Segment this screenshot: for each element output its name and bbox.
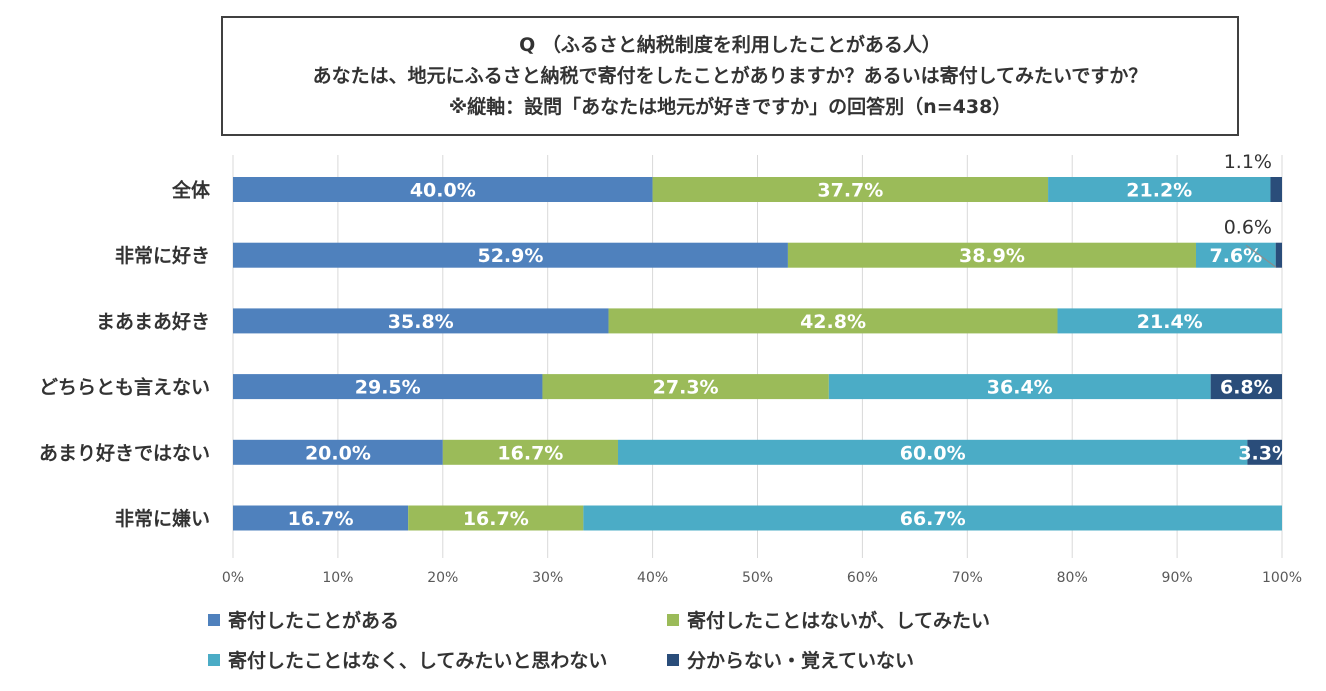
bar-segment <box>787 242 1196 268</box>
data-label: 1.1% <box>1224 151 1272 173</box>
x-tick-label: 100% <box>1262 570 1302 586</box>
data-label: 66.7% <box>900 508 966 530</box>
data-label: 42.8% <box>800 311 866 333</box>
legend-swatch-want-to <box>667 613 679 626</box>
category-label: あまり好きではない <box>39 441 210 464</box>
category-label: どちらとも言えない <box>39 376 210 399</box>
legend-label-donated: 寄付したことがある <box>228 610 400 632</box>
bar-segment <box>828 374 1211 400</box>
data-label: 20.0% <box>305 442 371 464</box>
legend-item-unknown: 分からない・覚えていない <box>667 646 914 673</box>
data-label: 0.6% <box>1224 217 1272 239</box>
x-tick-label: 20% <box>427 570 458 586</box>
chart-title-line-2: あなたは、地元にふるさと納税で寄付をしたことがありますか？あるいは寄付してみたい… <box>312 65 1148 87</box>
x-tick-label: 80% <box>1057 570 1088 586</box>
bar-segment <box>233 505 409 531</box>
chart-title-line-3: ※縦軸：設問「あなたは地元が好きですか」の回答別（n=438） <box>448 96 1012 118</box>
legend-item-donated: 寄付したことがある <box>208 606 399 633</box>
data-label: 16.7% <box>497 442 563 464</box>
legend-swatch-not-want <box>208 653 220 666</box>
legend-swatch-unknown <box>667 653 679 666</box>
data-label: 40.0% <box>410 180 476 202</box>
bar-segment <box>233 242 788 268</box>
data-label: 60.0% <box>900 442 966 464</box>
leader-line <box>1245 244 1277 268</box>
x-tick-label: 40% <box>637 570 668 586</box>
legend-swatch-donated <box>208 613 220 626</box>
bar-segment <box>608 308 1058 334</box>
bar-segment <box>408 505 584 531</box>
chart-title-line-1: Q （ふるさと納税制度を利用したことがある人） <box>519 34 941 56</box>
bar-segment <box>583 505 1282 531</box>
bar-segment <box>617 439 1248 465</box>
legend-label-not-want: 寄付したことはなく、してみたいと思わない <box>228 650 608 672</box>
legend-label-want-to: 寄付したことはないが、してみたい <box>687 610 991 632</box>
bar-segment <box>1195 242 1276 268</box>
legend-label-unknown: 分からない・覚えていない <box>687 650 915 672</box>
stacked-bar-chart: 0% 10% 20% 30% 40% 50% 60% 70% 80% 90% 100% 全体 40.0%… <box>39 151 1302 586</box>
bar-segment <box>1057 308 1282 334</box>
category-label: 非常に嫌い <box>115 507 210 530</box>
bar-segment <box>233 177 653 202</box>
bar-segment <box>233 308 609 334</box>
x-tick-label: 50% <box>742 570 773 586</box>
data-label: 7.6% <box>1209 245 1262 267</box>
x-tick-label: 60% <box>847 570 878 586</box>
data-label: 21.4% <box>1137 311 1203 333</box>
x-tick-label: 10% <box>322 570 353 586</box>
bar-segment <box>652 177 1049 202</box>
data-label: 52.9% <box>477 245 543 267</box>
data-label: 27.3% <box>653 377 719 399</box>
category-label: まあまあ好き <box>96 310 210 333</box>
data-label: 3.3% <box>1238 442 1291 464</box>
data-label: 16.7% <box>288 508 354 530</box>
x-tick-label: 0% <box>222 570 244 586</box>
bar-segment <box>233 439 443 465</box>
bar-segment <box>1247 439 1282 465</box>
bar-segment <box>1048 177 1271 202</box>
x-tick-label: 90% <box>1162 570 1193 586</box>
data-label: 37.7% <box>817 180 883 202</box>
data-label: 35.8% <box>388 311 454 333</box>
x-tick-label: 30% <box>532 570 563 586</box>
x-tick-label: 70% <box>952 570 983 586</box>
bar-segment <box>1270 177 1282 202</box>
legend-item-want-to: 寄付したことはないが、してみたい <box>667 606 990 633</box>
data-label: 36.4% <box>987 377 1053 399</box>
legend-item-not-want: 寄付したことはなく、してみたいと思わない <box>208 646 607 673</box>
bar-segment <box>233 374 543 400</box>
data-label: 38.9% <box>959 245 1025 267</box>
bar-segment <box>1275 242 1282 268</box>
category-label: 非常に好き <box>115 244 210 267</box>
bar-segment <box>542 374 829 400</box>
chart-title-box: Q （ふるさと納税制度を利用したことがある人） あなたは、地元にふるさと納税で寄… <box>221 16 1239 136</box>
bar-segment <box>442 439 618 465</box>
category-label: 全体 <box>171 179 211 202</box>
data-label: 29.5% <box>355 377 421 399</box>
data-label: 6.8% <box>1220 377 1273 399</box>
bar-segment <box>1210 374 1282 400</box>
data-label: 21.2% <box>1126 180 1192 202</box>
data-label: 16.7% <box>463 508 529 530</box>
